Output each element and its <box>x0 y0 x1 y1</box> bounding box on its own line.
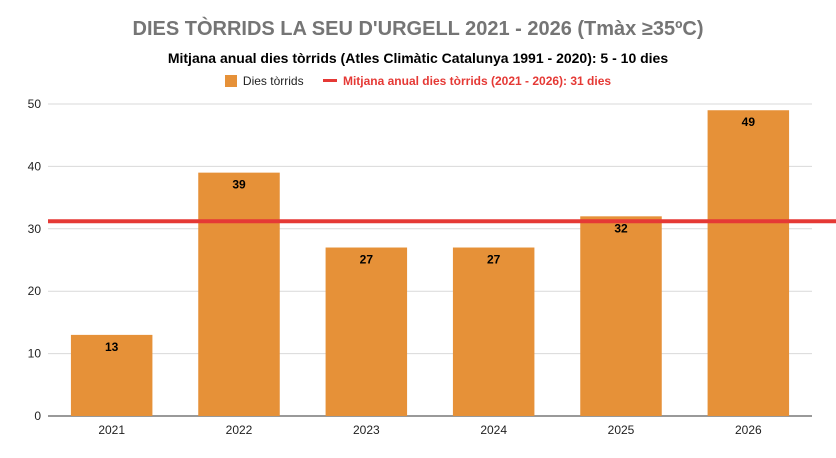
legend-label-bars: Dies tòrrids <box>242 73 304 88</box>
y-tick-label-0: 0 <box>34 409 41 423</box>
bar-2025 <box>580 216 662 416</box>
bar-2023 <box>325 247 408 416</box>
legend-item-bars: Dies tòrrids <box>224 73 304 88</box>
data-label-2024: 27 <box>487 253 501 267</box>
bar-2024 <box>452 247 535 416</box>
data-label-2025: 32 <box>614 221 628 235</box>
x-tick-label-2021: 2021 <box>98 423 125 437</box>
data-label-2022: 39 <box>232 178 246 192</box>
legend-label-average: Mitjana anual dies tòrrids (2021 - 2026)… <box>342 73 612 88</box>
legend-swatch-average <box>322 79 337 83</box>
chart-subtitle: Mitjana anual dies tòrrids (Atles Climàt… <box>167 50 669 66</box>
x-tick-label-2025: 2025 <box>608 423 635 437</box>
chart-title: DIES TÒRRIDS LA SEU D'URGELL 2021 - 2026… <box>132 18 704 40</box>
legend-swatch-bars <box>224 74 237 87</box>
y-tick-label-10: 10 <box>28 347 42 361</box>
x-tick-label-2023: 2023 <box>353 423 380 437</box>
legend: Dies tòrrids Mitjana anual dies tòrrids … <box>0 73 836 88</box>
bar-2022 <box>198 172 280 416</box>
legend-item-average: Mitjana anual dies tòrrids (2021 - 2026)… <box>322 73 612 88</box>
data-label-2023: 27 <box>360 253 374 267</box>
bar-2021 <box>70 334 153 416</box>
x-tick-label-2026: 2026 <box>735 423 762 437</box>
y-tick-label-30: 30 <box>28 222 42 236</box>
x-tick-label-2024: 2024 <box>480 423 507 437</box>
data-label-2026: 49 <box>742 115 756 129</box>
x-tick-label-2022: 2022 <box>226 423 253 437</box>
bar-2026 <box>707 110 790 417</box>
y-tick-label-40: 40 <box>28 159 42 173</box>
y-tick-label-20: 20 <box>28 284 42 298</box>
data-label-2021: 13 <box>105 340 119 354</box>
y-tick-label-50: 50 <box>28 97 42 111</box>
